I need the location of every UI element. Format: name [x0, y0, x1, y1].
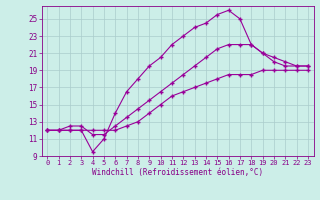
X-axis label: Windchill (Refroidissement éolien,°C): Windchill (Refroidissement éolien,°C) [92, 168, 263, 177]
